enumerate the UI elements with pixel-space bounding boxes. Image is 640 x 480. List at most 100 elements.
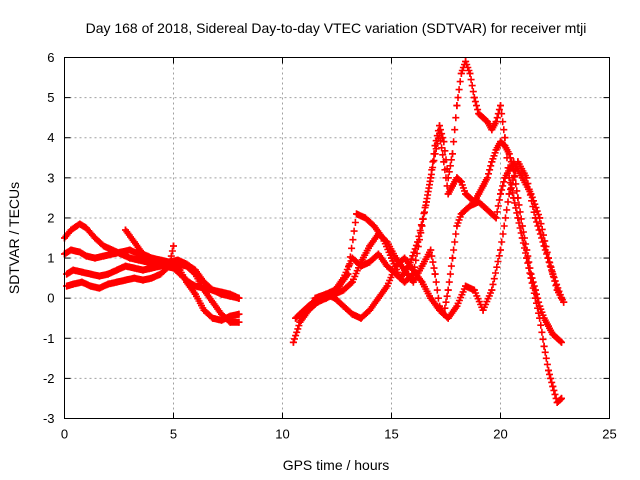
data-point [311, 294, 319, 302]
data-point [218, 310, 225, 318]
data-point [497, 190, 504, 198]
data-point [113, 278, 121, 286]
data-point [470, 94, 478, 102]
data-point [226, 292, 234, 300]
data-point [218, 290, 225, 298]
data-point [475, 110, 483, 118]
data-point [501, 142, 509, 150]
y-tick-label: 4 [47, 130, 54, 145]
data-point [436, 122, 443, 130]
data-point [453, 102, 461, 110]
data-point [497, 138, 504, 146]
data-point [366, 306, 374, 314]
data-point [466, 194, 474, 202]
data-point [444, 314, 452, 322]
data-point [104, 270, 112, 278]
data-point [514, 194, 522, 202]
y-tick-label: -3 [43, 411, 55, 426]
data-point [235, 318, 243, 326]
data-point [505, 190, 513, 198]
y-tick-label: -1 [43, 331, 55, 346]
data-point [191, 282, 199, 290]
data-point [553, 334, 561, 342]
data-point [505, 150, 513, 158]
data-point [558, 394, 565, 402]
data-points [61, 58, 568, 406]
data-point [200, 286, 208, 294]
x-tick-label: 20 [493, 427, 507, 442]
data-point [296, 310, 304, 318]
data-point [470, 286, 478, 294]
data-point [457, 178, 465, 186]
data-point [95, 284, 103, 292]
data-point [409, 278, 417, 286]
data-point [449, 254, 456, 262]
data-point [148, 264, 156, 272]
data-point [87, 282, 95, 290]
data-point [431, 150, 439, 158]
data-point [531, 214, 539, 222]
data-point [226, 318, 234, 326]
data-point [540, 314, 548, 322]
data-point [431, 270, 439, 278]
y-tick-label: 1 [47, 251, 54, 266]
data-point [497, 102, 504, 110]
x-tick-label: 15 [384, 427, 398, 442]
data-point [69, 266, 77, 274]
data-point [191, 270, 199, 278]
data-point [523, 246, 531, 254]
data-point [218, 316, 225, 324]
data-point [100, 242, 108, 250]
data-point [130, 274, 138, 282]
data-point [209, 314, 217, 322]
data-point [82, 252, 90, 260]
data-point [357, 258, 365, 266]
x-tick-label: 10 [275, 427, 289, 442]
data-point [427, 294, 435, 302]
x-tick-label: 5 [170, 427, 177, 442]
data-point [440, 138, 448, 146]
data-point [527, 270, 535, 278]
chart-title: Day 168 of 2018, Sidereal Day-to-day VTE… [86, 20, 587, 36]
data-point [501, 174, 509, 182]
data-point [492, 146, 500, 154]
data-point [483, 206, 491, 214]
plot-frame [64, 57, 610, 419]
data-point [488, 126, 496, 134]
data-point [383, 282, 391, 290]
data-point [100, 252, 108, 260]
data-point [475, 198, 483, 206]
data-point [156, 256, 164, 264]
data-point [449, 182, 456, 190]
data-point [357, 314, 365, 322]
data-point [113, 266, 121, 274]
data-point [488, 286, 496, 294]
data-point [69, 280, 77, 288]
data-point [488, 158, 496, 166]
data-point [374, 230, 382, 238]
data-point [409, 266, 417, 274]
data-point [553, 399, 561, 406]
data-point [139, 250, 147, 258]
data-point [436, 130, 443, 138]
data-point [104, 280, 112, 288]
y-tick-label: 5 [47, 90, 54, 105]
x-tick-label: 0 [61, 427, 68, 442]
data-point [549, 330, 557, 338]
data-point [558, 338, 565, 346]
data-point [331, 294, 339, 302]
data-point [374, 250, 382, 258]
data-point [514, 214, 522, 222]
data-point [418, 262, 426, 270]
data-point [396, 274, 404, 282]
data-point [126, 254, 134, 262]
data-point [135, 256, 143, 264]
data-point [466, 70, 474, 77]
data-point [514, 158, 522, 166]
data-point [91, 254, 99, 262]
data-point [289, 338, 297, 346]
data-point [209, 298, 217, 306]
data-point [444, 190, 452, 198]
data-point [422, 198, 430, 206]
